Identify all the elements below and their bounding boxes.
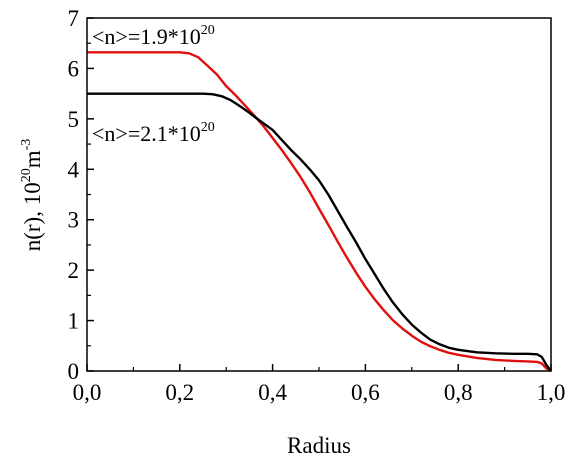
y-tick-label: 5 <box>68 107 80 132</box>
y-axis-label: n(r), 1020m-3 <box>19 139 45 252</box>
y-tick-label: 6 <box>68 56 80 81</box>
x-axis-label: Radius <box>287 433 351 458</box>
series-line-2 <box>87 92 552 372</box>
y-tick-label: 7 <box>68 6 80 31</box>
annotation-mean-density-1: <n>=1.9*1020 <box>92 23 215 49</box>
axis-ticks: 0,0 0,2 0,4 0,6 0,8 1,0 0 1 2 3 4 5 6 7 <box>68 6 566 405</box>
plot-lines <box>87 51 552 373</box>
series-line-1 <box>87 51 552 373</box>
x-tick-label: 1,0 <box>537 380 566 405</box>
x-tick-label: 0,2 <box>165 380 194 405</box>
y-tick-label: 2 <box>68 258 80 283</box>
x-tick-label: 0,0 <box>73 380 102 405</box>
y-tick-label: 0 <box>68 359 80 384</box>
y-tick-label: 4 <box>68 157 80 182</box>
y-tick-label: 3 <box>68 208 80 233</box>
y-tick-label: 1 <box>68 309 80 334</box>
x-tick-label: 0,8 <box>444 380 473 405</box>
x-tick-label: 0,6 <box>351 380 380 405</box>
x-tick-label: 0,4 <box>258 380 287 405</box>
plot-frame <box>86 17 552 372</box>
annotation-mean-density-2: <n>=2.1*1020 <box>92 120 215 146</box>
